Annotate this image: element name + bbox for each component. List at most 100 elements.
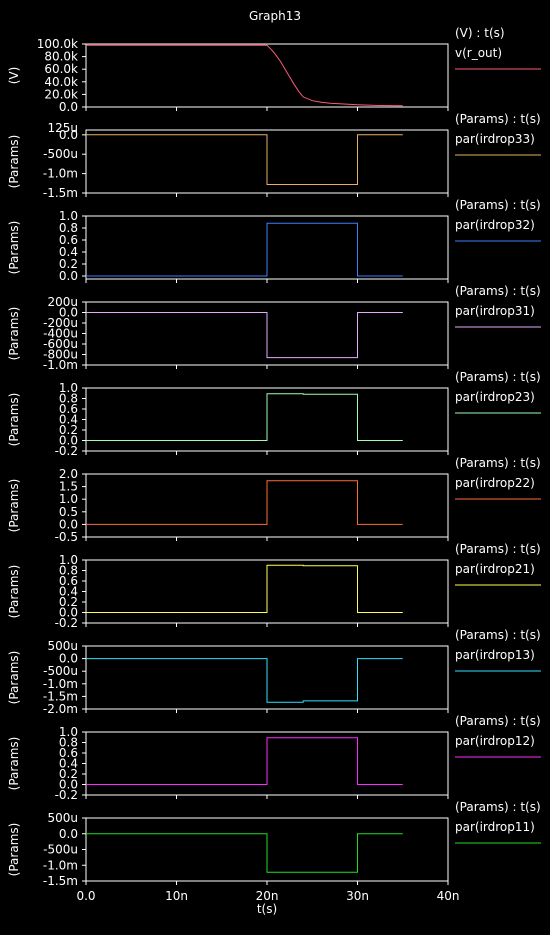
y-tick-label: 20.0k xyxy=(44,87,78,101)
legend-header: (V) : t(s) xyxy=(455,26,505,40)
y-tick-label: 125u xyxy=(47,121,78,135)
y-tick-label: 0.0 xyxy=(59,652,78,666)
legend-header: (Params) : t(s) xyxy=(455,542,541,556)
series-line-par-irdrop21 xyxy=(86,564,403,613)
y-tick-label: 500u xyxy=(47,639,78,653)
y-tick-label: -0.2 xyxy=(55,788,78,802)
y-tick-label: 0.0 xyxy=(59,517,78,531)
legend-header: (Params) : t(s) xyxy=(455,370,541,384)
y-axis-label: (Params) xyxy=(7,221,21,275)
x-tick-label: 10n xyxy=(165,889,188,903)
subplot-par-irdrop21: -0.20.00.20.40.60.81.0 (Params) (Params) :… xyxy=(7,542,541,630)
series-line-par-irdrop23 xyxy=(86,393,403,441)
x-axis-label: t(s) xyxy=(257,902,277,916)
y-tick-label: 0.8 xyxy=(59,564,78,578)
y-tick-label: -0.2 xyxy=(55,444,78,458)
y-tick-label: 0.8 xyxy=(59,392,78,406)
y-tick-label: -0.2 xyxy=(55,616,78,630)
series-line-par-irdrop13 xyxy=(86,658,403,703)
y-tick-label: 0.0 xyxy=(59,606,78,620)
y-tick-label: 0.2 xyxy=(59,767,78,781)
y-tick-label: 0.4 xyxy=(59,585,78,599)
y-tick-label: 1.0 xyxy=(59,725,78,739)
y-tick-label: -2.0m xyxy=(43,702,78,716)
legend-label: par(irdrop31) xyxy=(455,304,535,318)
legend-header: (Params) : t(s) xyxy=(455,198,541,212)
legend-label: par(irdrop11) xyxy=(455,820,535,834)
y-tick-label: -1.5m xyxy=(43,874,78,888)
y-tick-label: 0.0 xyxy=(59,306,78,320)
y-tick-label: 0.4 xyxy=(59,757,78,771)
y-tick-label: -500u xyxy=(43,843,78,857)
series-line-par-irdrop11 xyxy=(86,833,403,873)
y-tick-label: 0.0 xyxy=(59,778,78,792)
x-tick-label: 0.0 xyxy=(76,889,95,903)
y-tick-label: -1.0m xyxy=(43,358,78,372)
y-tick-label: 100.0k xyxy=(37,37,78,51)
y-axis-label: (V) xyxy=(7,67,21,85)
y-axis-label: (Params) xyxy=(7,823,21,877)
y-tick-label: 1.5 xyxy=(59,480,78,494)
series-line-par-irdrop22 xyxy=(86,480,403,525)
subplot-par-irdrop12: -0.20.00.20.40.60.81.0 (Params) (Params) :… xyxy=(7,714,541,802)
y-tick-label: -400u xyxy=(43,327,78,341)
y-axis-label: (Params) xyxy=(7,393,21,447)
y-tick-label: -1.5m xyxy=(43,186,78,200)
y-tick-label: 1.0 xyxy=(59,492,78,506)
y-tick-label: 0.0 xyxy=(59,128,78,142)
x-tick-label: 20n xyxy=(256,889,279,903)
y-axis-label: (Params) xyxy=(7,479,21,533)
series-line-par-irdrop33 xyxy=(86,134,403,185)
y-tick-label: 0.0 xyxy=(59,100,78,114)
legend-header: (Params) : t(s) xyxy=(455,628,541,642)
legend-label: par(irdrop32) xyxy=(455,218,535,232)
series-line-v-r-out xyxy=(86,44,403,107)
y-axis-label: (Params) xyxy=(7,651,21,705)
legend-header: (Params) : t(s) xyxy=(455,112,541,126)
y-tick-label: -0.5 xyxy=(55,530,78,544)
y-tick-label: 0.0 xyxy=(59,434,78,448)
legend-label: par(irdrop13) xyxy=(455,648,535,662)
y-tick-label: -500u xyxy=(43,147,78,161)
subplot-par-irdrop22: -0.50.00.51.01.52.0 (Params) (Params) : t(… xyxy=(7,456,541,544)
y-tick-label: 0.6 xyxy=(59,746,78,760)
y-tick-label: -1.5m xyxy=(43,689,78,703)
series-line-par-irdrop12 xyxy=(86,737,403,785)
y-tick-label: 1.0 xyxy=(59,209,78,223)
y-tick-label: 2.0 xyxy=(59,467,78,481)
legend-label: v(r_out) xyxy=(455,46,502,60)
y-tick-label: -800u xyxy=(43,348,78,362)
subplot-par-irdrop23: -0.20.00.20.40.60.81.0 (Params) (Params) :… xyxy=(7,370,541,458)
legend-header: (Params) : t(s) xyxy=(455,284,541,298)
legend-label: par(irdrop23) xyxy=(455,390,535,404)
y-tick-label: -1.0m xyxy=(43,858,78,872)
y-tick-label: 80.0k xyxy=(44,50,78,64)
series-line-par-irdrop31 xyxy=(86,312,403,359)
y-tick-label: 1.0 xyxy=(59,553,78,567)
y-tick-label: 0.2 xyxy=(59,595,78,609)
y-tick-label: 0.0 xyxy=(59,827,78,841)
y-tick-label: 60.0k xyxy=(44,62,78,76)
y-tick-label: 0.6 xyxy=(59,402,78,416)
y-tick-label: 0.6 xyxy=(59,233,78,247)
y-tick-label: 0.6 xyxy=(59,574,78,588)
y-tick-label: 0.8 xyxy=(59,221,78,235)
legend-label: par(irdrop33) xyxy=(455,132,535,146)
subplot-par-irdrop32: 0.00.20.40.60.81.0 (Params) (Params) : t(s… xyxy=(7,198,541,283)
legend-header: (Params) : t(s) xyxy=(455,800,541,814)
y-tick-label: 500u xyxy=(47,811,78,825)
y-tick-label: -1.0m xyxy=(43,167,78,181)
y-tick-label: 0.5 xyxy=(59,505,78,519)
y-tick-label: 0.4 xyxy=(59,245,78,259)
y-tick-label: 200u xyxy=(47,295,78,309)
y-axis-label: (Params) xyxy=(7,307,21,361)
subplot-par-irdrop11: -1.5m -1.0m-500u 0.0 500u (Params) (Params) :… xyxy=(7,800,541,888)
y-tick-label: 0.2 xyxy=(59,423,78,437)
legend-label: par(irdrop21) xyxy=(455,562,535,576)
y-tick-label: 0.2 xyxy=(59,257,78,271)
y-axis-label: (Params) xyxy=(7,737,21,791)
